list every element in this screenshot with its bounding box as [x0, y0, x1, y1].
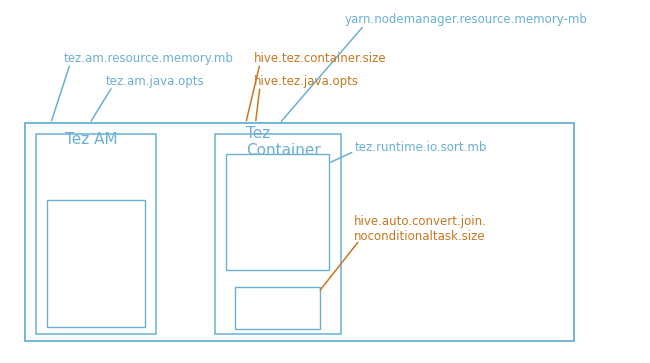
- Text: yarn.nodemanager.resource.memory-mb: yarn.nodemanager.resource.memory-mb: [344, 13, 588, 26]
- Bar: [214, 134, 341, 334]
- Bar: [235, 287, 320, 329]
- Text: tez.runtime.io.sort.mb: tez.runtime.io.sort.mb: [354, 140, 487, 154]
- Bar: [226, 154, 329, 270]
- Bar: [25, 123, 574, 341]
- Text: hive.auto.convert.join.
noconditionaltask.size: hive.auto.convert.join. noconditionaltas…: [354, 215, 487, 243]
- Bar: [36, 134, 156, 334]
- Text: Tez
Container: Tez Container: [246, 126, 320, 158]
- Text: hive.tez.java.opts: hive.tez.java.opts: [254, 75, 359, 88]
- Text: hive.tez.container.size: hive.tez.container.size: [254, 52, 386, 65]
- Text: Tez AM: Tez AM: [65, 132, 118, 147]
- Text: tez.am.resource.memory.mb: tez.am.resource.memory.mb: [64, 52, 233, 65]
- Text: tez.am.java.opts: tez.am.java.opts: [106, 75, 205, 88]
- Bar: [47, 200, 145, 327]
